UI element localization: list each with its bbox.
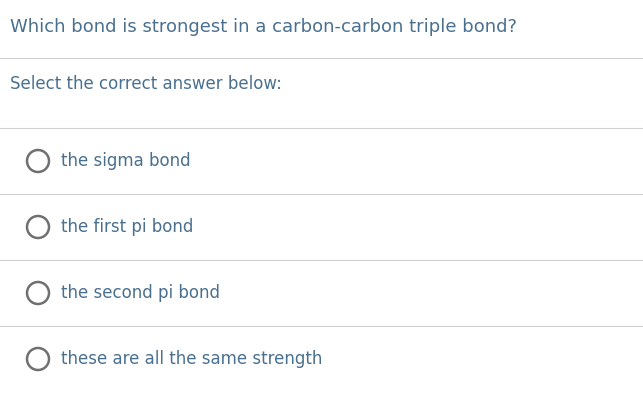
Text: Select the correct answer below:: Select the correct answer below: bbox=[10, 75, 282, 93]
Text: Which bond is strongest in a carbon-carbon triple bond?: Which bond is strongest in a carbon-carb… bbox=[10, 18, 517, 36]
Text: the second pi bond: the second pi bond bbox=[61, 284, 220, 302]
Text: the sigma bond: the sigma bond bbox=[61, 152, 190, 170]
Text: the first pi bond: the first pi bond bbox=[61, 218, 194, 236]
Text: these are all the same strength: these are all the same strength bbox=[61, 350, 322, 368]
